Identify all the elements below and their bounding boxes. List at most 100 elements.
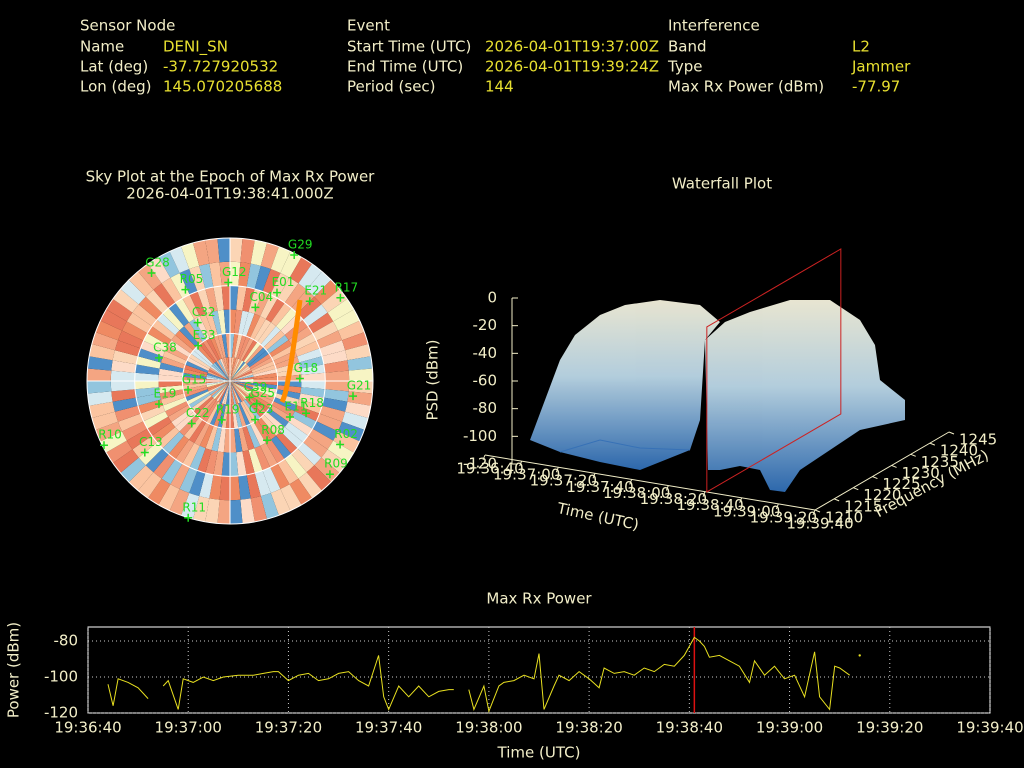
sky-cell xyxy=(277,459,299,485)
sky-cell xyxy=(217,309,226,335)
x-tick-label: 19:37:00 xyxy=(493,466,560,484)
sky-cell xyxy=(118,330,144,349)
sky-cell xyxy=(230,381,239,404)
sky-cell xyxy=(219,261,230,286)
line-y-title: Power (dBm) xyxy=(5,622,23,718)
sky-cell xyxy=(165,345,189,361)
x-tick-label: 19:39:20 xyxy=(856,719,923,737)
sky-cell xyxy=(161,277,183,303)
sky-cell xyxy=(230,381,251,395)
satellite-label: C32 xyxy=(192,305,216,319)
sky-cell xyxy=(230,452,239,477)
sky-cell xyxy=(327,299,354,322)
sky-cell xyxy=(140,405,166,422)
sky-cell xyxy=(230,381,246,401)
field-label: End Time (UTC) xyxy=(347,58,463,76)
y-tick-label: 1210 xyxy=(825,509,863,527)
sky-cell xyxy=(189,265,206,292)
x-tick-label: 19:39:40 xyxy=(956,719,1023,737)
x-tick-label: 19:37:20 xyxy=(255,719,322,737)
sky-cell xyxy=(205,498,220,524)
sky-cell xyxy=(306,465,332,491)
sky-cell xyxy=(230,381,250,397)
sky-cell xyxy=(230,309,237,334)
y-tick-label: 1245 xyxy=(959,431,997,449)
sky-cell xyxy=(280,251,302,278)
sky-cell xyxy=(213,381,230,400)
sky-cell xyxy=(240,401,254,425)
sky-cell xyxy=(209,381,230,395)
satellite-marker xyxy=(336,293,345,302)
satellite-label: G25 xyxy=(250,386,275,400)
sky-cell xyxy=(179,467,198,493)
sky-cell xyxy=(188,353,211,370)
sky-cell xyxy=(299,356,324,369)
sky-cell xyxy=(230,381,254,388)
x-tick xyxy=(555,467,559,473)
sky-cell xyxy=(197,288,212,314)
sky-cell xyxy=(211,364,230,381)
sky-cell xyxy=(308,428,334,450)
sky-cell xyxy=(143,411,169,429)
sky-cell xyxy=(230,381,247,400)
sky-cell xyxy=(280,427,303,449)
sky-cell xyxy=(248,448,263,474)
sky-cell xyxy=(257,322,276,345)
sky-cell xyxy=(191,350,212,368)
sky-cell xyxy=(254,265,271,292)
sky-cell xyxy=(230,364,249,381)
sky-cell xyxy=(225,333,230,358)
satellite-label: C39 xyxy=(244,380,268,394)
x-tick xyxy=(665,485,669,491)
line-series xyxy=(107,678,149,706)
sky-cell xyxy=(345,401,371,418)
sky-cell xyxy=(280,484,302,511)
sky-cell xyxy=(206,401,220,425)
sky-cell xyxy=(158,381,183,388)
sky-cell xyxy=(207,381,230,390)
y-tick-label: -120 xyxy=(44,704,78,722)
sky-cell xyxy=(122,321,148,341)
sky-cell xyxy=(91,332,118,351)
z-tick-label: -120 xyxy=(463,455,497,473)
x-tick-label: 19:37:40 xyxy=(566,478,633,496)
sky-cell xyxy=(213,286,224,311)
sky-cell xyxy=(175,298,195,323)
y-tick-label: -80 xyxy=(54,632,79,650)
sky-cell xyxy=(221,285,230,310)
sky-cell xyxy=(186,357,210,371)
sky-cell xyxy=(230,365,250,381)
x-tick-label: 19:38:40 xyxy=(676,496,743,514)
sky-cell xyxy=(132,435,157,458)
sky-cell xyxy=(199,313,214,338)
sky-cell xyxy=(238,310,249,335)
sky-cell xyxy=(207,370,230,381)
sky-cell xyxy=(308,312,334,334)
sky-cell xyxy=(160,356,186,369)
x-tick xyxy=(812,509,816,516)
sky-cell xyxy=(189,470,206,497)
sky-cell xyxy=(209,262,222,288)
sky-cell xyxy=(211,381,230,398)
sky-cell xyxy=(246,347,267,366)
sky-cell xyxy=(230,237,243,263)
satellite-label: R10 xyxy=(98,428,122,442)
sky-cell xyxy=(348,381,374,394)
sky-cell xyxy=(257,417,276,440)
sky-cell xyxy=(134,372,159,381)
satellite-label: G28 xyxy=(145,256,170,270)
sky-plot: Sky Plot at the Epoch of Max Rx Power 20… xyxy=(86,168,375,525)
x-tick-label: 19:38:40 xyxy=(656,719,723,737)
sky-cell xyxy=(284,422,309,443)
sky-cell xyxy=(205,450,218,475)
sky-cell xyxy=(158,374,183,381)
x-tick xyxy=(519,460,523,467)
y-tick xyxy=(948,431,955,435)
satellite-marker xyxy=(154,353,163,362)
sky-cell xyxy=(162,397,187,412)
sky-cell xyxy=(253,368,277,377)
sky-cell xyxy=(194,422,210,446)
sky-cell xyxy=(100,309,127,331)
sky-cell xyxy=(284,283,307,308)
y-tick xyxy=(929,442,936,446)
